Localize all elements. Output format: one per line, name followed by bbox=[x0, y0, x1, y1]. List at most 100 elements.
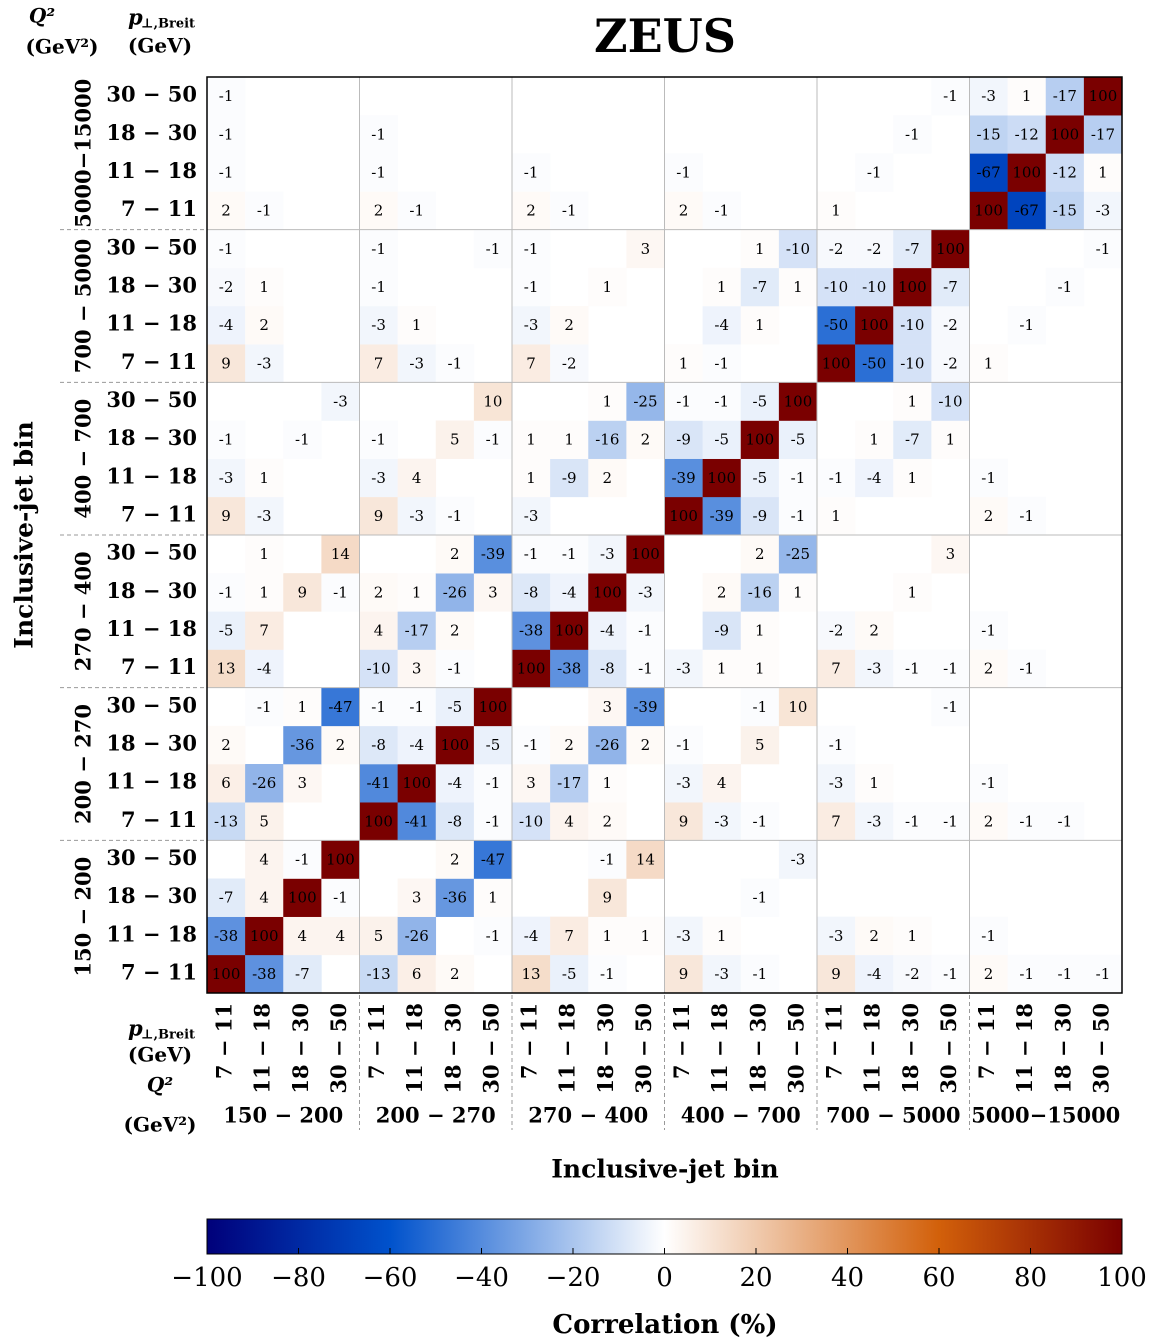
cell bbox=[397, 344, 437, 383]
cell-label: -1 bbox=[943, 965, 958, 983]
cell-label: 9 bbox=[831, 965, 841, 983]
cell bbox=[588, 611, 627, 650]
cell-label: -3 bbox=[600, 545, 615, 563]
pt-unit-header: (GeV) bbox=[128, 34, 192, 58]
cell bbox=[512, 420, 551, 459]
cell bbox=[359, 764, 398, 803]
cell bbox=[931, 954, 970, 994]
cell bbox=[778, 458, 818, 498]
cell bbox=[245, 496, 284, 536]
cell bbox=[588, 573, 627, 612]
cell-label: 100 bbox=[479, 698, 508, 716]
cell bbox=[817, 954, 856, 994]
cell bbox=[626, 382, 665, 421]
x-tick-label: 18 − 30 bbox=[745, 1003, 770, 1094]
cell-label: 100 bbox=[440, 736, 469, 754]
cell bbox=[473, 878, 513, 917]
cell bbox=[397, 573, 437, 612]
cell-label: -25 bbox=[633, 392, 657, 410]
cell bbox=[893, 382, 932, 421]
cell bbox=[512, 649, 551, 688]
cell-label: 10 bbox=[483, 392, 502, 410]
x-tick-label: 30 − 50 bbox=[1088, 1003, 1113, 1094]
cell bbox=[664, 191, 703, 230]
colorbar-tick-label: 0 bbox=[656, 1263, 673, 1293]
cell-label: -5 bbox=[562, 965, 577, 983]
cell bbox=[473, 229, 513, 269]
cell bbox=[1007, 191, 1047, 230]
cell bbox=[512, 954, 551, 994]
cell-label: -1 bbox=[1058, 965, 1073, 983]
cell bbox=[855, 916, 894, 956]
cell bbox=[1007, 802, 1047, 841]
cell-label: 1 bbox=[755, 240, 765, 258]
cell bbox=[359, 725, 398, 765]
cell-label: -2 bbox=[943, 354, 958, 372]
cell-label: -17 bbox=[405, 621, 429, 639]
cell-label: -10 bbox=[366, 660, 390, 678]
cell bbox=[778, 382, 818, 421]
cell bbox=[817, 725, 856, 765]
cell bbox=[855, 344, 894, 383]
cell bbox=[893, 802, 932, 841]
cell-label: -1 bbox=[1096, 240, 1111, 258]
cell-label: 100 bbox=[364, 812, 393, 830]
cell bbox=[245, 764, 284, 803]
cell-label: 1 bbox=[1098, 163, 1108, 181]
q2-unit-header: (GeV²) bbox=[123, 1113, 196, 1137]
cell bbox=[397, 191, 437, 230]
cell-label: -3 bbox=[867, 660, 882, 678]
cell-label: 14 bbox=[331, 545, 350, 563]
cell-label: 3 bbox=[488, 583, 498, 601]
cell-label: 9 bbox=[679, 965, 689, 983]
cell bbox=[855, 764, 894, 803]
y-group-label: 270 − 400 bbox=[71, 551, 96, 671]
cell bbox=[207, 649, 246, 688]
y-tick-label: 18 − 30 bbox=[106, 883, 197, 908]
cell-label: -1 bbox=[371, 278, 386, 296]
cell bbox=[550, 764, 589, 803]
cell-label: -2 bbox=[867, 240, 882, 258]
cell bbox=[817, 802, 856, 841]
cell-label: -3 bbox=[219, 469, 234, 487]
cell-label: -38 bbox=[252, 965, 276, 983]
y-tick-label: 30 − 50 bbox=[106, 540, 197, 565]
cell-label: 3 bbox=[412, 889, 422, 907]
cell-label: 1 bbox=[908, 469, 918, 487]
colorbar-tick-label: 60 bbox=[922, 1263, 955, 1293]
cell bbox=[817, 267, 856, 307]
cell-label: -9 bbox=[753, 507, 768, 525]
cell-label: -1 bbox=[829, 469, 844, 487]
cell-label: -38 bbox=[519, 621, 543, 639]
cell-label: 1 bbox=[793, 583, 803, 601]
cell-label: -8 bbox=[600, 660, 615, 678]
cell bbox=[664, 916, 703, 956]
cell bbox=[512, 802, 551, 841]
cell bbox=[969, 496, 1008, 536]
cell bbox=[512, 916, 551, 956]
cell bbox=[321, 573, 360, 612]
cell bbox=[702, 954, 742, 994]
x-tick-label: 11 − 18 bbox=[860, 1003, 885, 1094]
cell bbox=[702, 458, 742, 498]
cell-label: -3 bbox=[524, 507, 539, 525]
cell-label: -9 bbox=[714, 621, 729, 639]
cell bbox=[855, 954, 894, 994]
cell bbox=[588, 420, 627, 459]
cell-label: 100 bbox=[402, 774, 431, 792]
cell-label: -7 bbox=[905, 431, 920, 449]
cell bbox=[817, 344, 856, 383]
cell-label: 1 bbox=[603, 774, 613, 792]
y-tick-label: 7 − 11 bbox=[121, 654, 197, 679]
cell bbox=[1045, 115, 1085, 154]
cell bbox=[473, 802, 513, 841]
cell bbox=[473, 687, 513, 727]
cell-label: -1 bbox=[371, 163, 386, 181]
cell-label: -1 bbox=[295, 431, 310, 449]
cell bbox=[969, 115, 1008, 154]
cell-label: -4 bbox=[448, 774, 463, 792]
cell-label: -1 bbox=[1019, 507, 1034, 525]
cell-label: -3 bbox=[257, 507, 272, 525]
cell-label: 2 bbox=[641, 431, 651, 449]
cell-label: -1 bbox=[409, 202, 424, 220]
